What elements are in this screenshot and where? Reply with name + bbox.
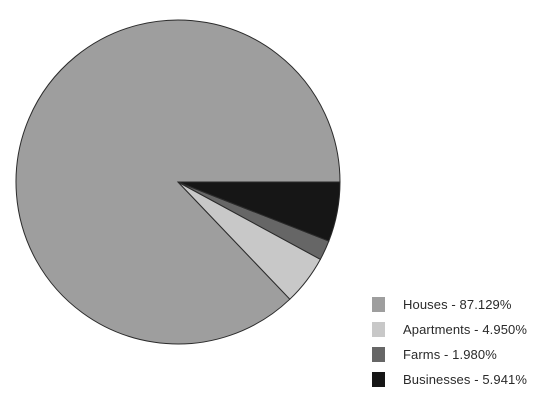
legend-label-farms: Farms - 1.980% [403,346,497,362]
legend-item-businesses: Businesses - 5.941% [372,369,527,389]
legend-swatch-houses [372,296,385,312]
legend-item-apartments: Apartments - 4.950% [372,319,527,339]
legend-item-farms: Farms - 1.980% [372,344,527,364]
legend-item-houses: Houses - 87.129% [372,294,527,314]
chart-legend: Houses - 87.129% Apartments - 4.950% Far… [372,294,527,394]
legend-label-apartments: Apartments - 4.950% [403,321,528,337]
pie-slice-businesses [177,181,341,242]
legend-swatch-businesses [372,371,385,387]
legend-label-businesses: Businesses - 5.941% [403,371,528,387]
legend-swatch-apartments [372,321,385,337]
legend-label-houses: Houses - 87.129% [403,296,512,312]
legend-swatch-farms [372,346,385,362]
